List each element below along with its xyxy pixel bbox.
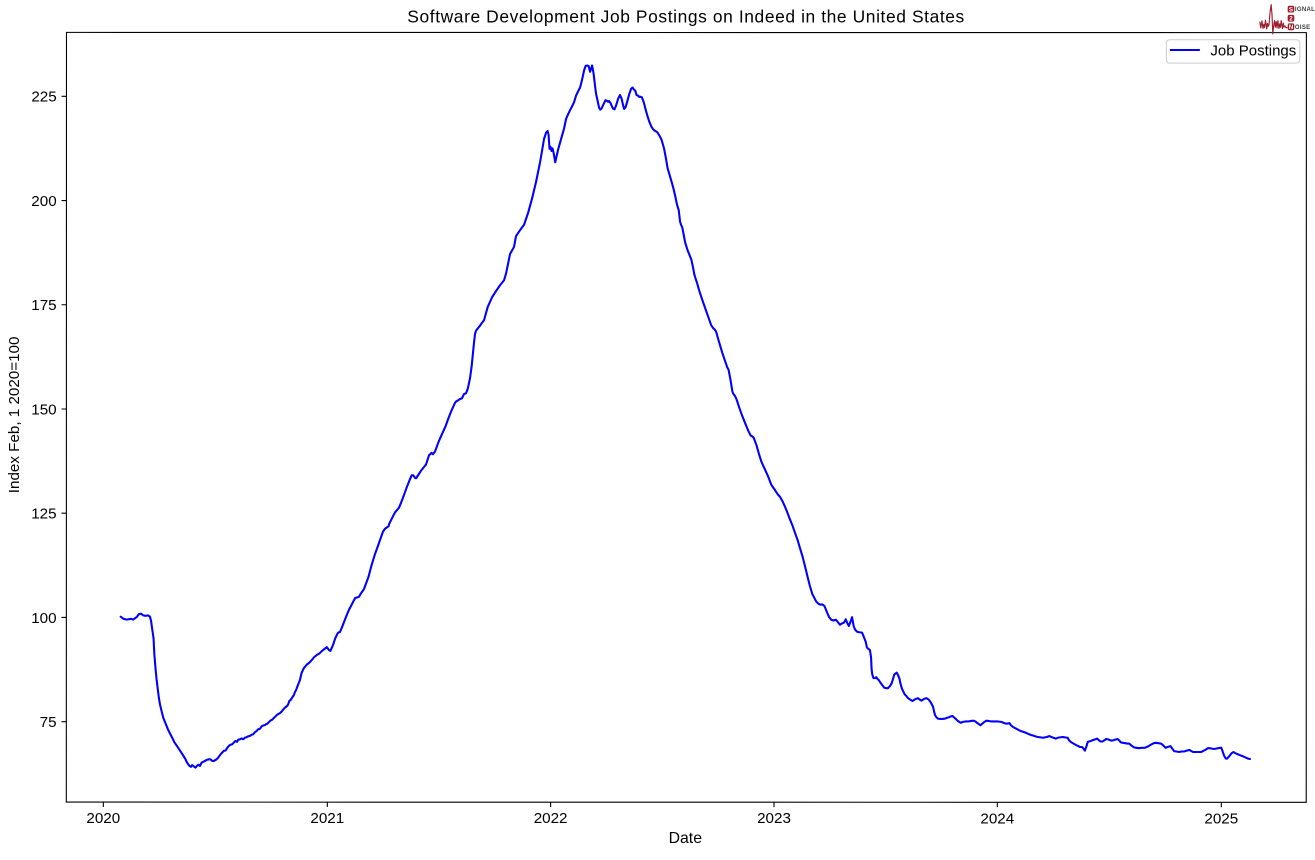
- svg-text:2020: 2020: [86, 810, 120, 827]
- svg-text:N: N: [1289, 24, 1294, 31]
- svg-text:S: S: [1289, 6, 1293, 13]
- svg-text:Software Development Job Posti: Software Development Job Postings on Ind…: [407, 6, 965, 26]
- svg-text:75: 75: [40, 714, 57, 731]
- svg-text:2024: 2024: [980, 810, 1014, 827]
- svg-text:OISE: OISE: [1295, 25, 1311, 31]
- svg-text:200: 200: [31, 193, 56, 210]
- svg-text:2: 2: [1289, 15, 1293, 22]
- svg-text:225: 225: [31, 89, 56, 106]
- svg-text:2021: 2021: [310, 810, 344, 827]
- svg-text:175: 175: [31, 297, 56, 314]
- svg-text:Job Postings: Job Postings: [1210, 42, 1296, 59]
- svg-text:100: 100: [31, 610, 56, 627]
- svg-text:125: 125: [31, 506, 56, 523]
- svg-text:2023: 2023: [757, 810, 791, 827]
- svg-text:2025: 2025: [1204, 810, 1238, 827]
- svg-text:Date: Date: [669, 830, 703, 847]
- svg-text:Index Feb, 1 2020=100: Index Feb, 1 2020=100: [6, 337, 23, 494]
- svg-text:150: 150: [31, 401, 56, 418]
- svg-text:2022: 2022: [534, 810, 568, 827]
- svg-text:IGNAL: IGNAL: [1295, 7, 1315, 13]
